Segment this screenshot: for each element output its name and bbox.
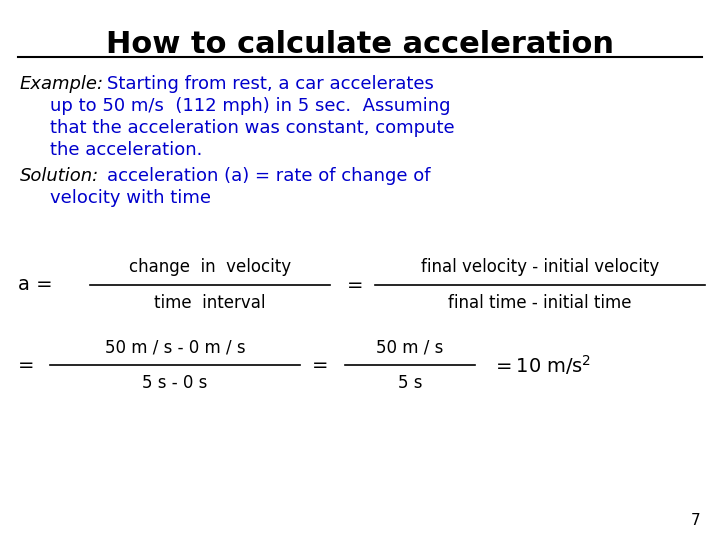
Text: 50 m / s - 0 m / s: 50 m / s - 0 m / s — [104, 338, 246, 356]
Text: up to 50 m/s  (112 mph) in 5 sec.  Assuming: up to 50 m/s (112 mph) in 5 sec. Assumin… — [50, 97, 451, 115]
Text: acceleration (a) = rate of change of: acceleration (a) = rate of change of — [107, 167, 431, 185]
Text: final velocity - initial velocity: final velocity - initial velocity — [421, 258, 659, 276]
Text: Example:: Example: — [20, 75, 104, 93]
Text: =: = — [347, 275, 364, 294]
Text: Starting from rest, a car accelerates: Starting from rest, a car accelerates — [107, 75, 434, 93]
Text: =: = — [18, 355, 35, 375]
Text: final time - initial time: final time - initial time — [449, 294, 631, 312]
Text: 5 s - 0 s: 5 s - 0 s — [143, 374, 207, 392]
Text: the acceleration.: the acceleration. — [50, 141, 202, 159]
Text: a =: a = — [18, 275, 53, 294]
Text: Solution:: Solution: — [20, 167, 99, 185]
Text: that the acceleration was constant, compute: that the acceleration was constant, comp… — [50, 119, 454, 137]
Text: 50 m / s: 50 m / s — [377, 338, 444, 356]
Text: time  interval: time interval — [154, 294, 266, 312]
Text: 7: 7 — [690, 513, 700, 528]
Text: =: = — [312, 355, 328, 375]
Text: 5 s: 5 s — [397, 374, 422, 392]
Text: How to calculate acceleration: How to calculate acceleration — [106, 30, 614, 59]
Text: velocity with time: velocity with time — [50, 189, 211, 207]
Text: change  in  velocity: change in velocity — [129, 258, 291, 276]
Text: $= 10 \; \mathrm{m / s^2}$: $= 10 \; \mathrm{m / s^2}$ — [492, 353, 591, 377]
